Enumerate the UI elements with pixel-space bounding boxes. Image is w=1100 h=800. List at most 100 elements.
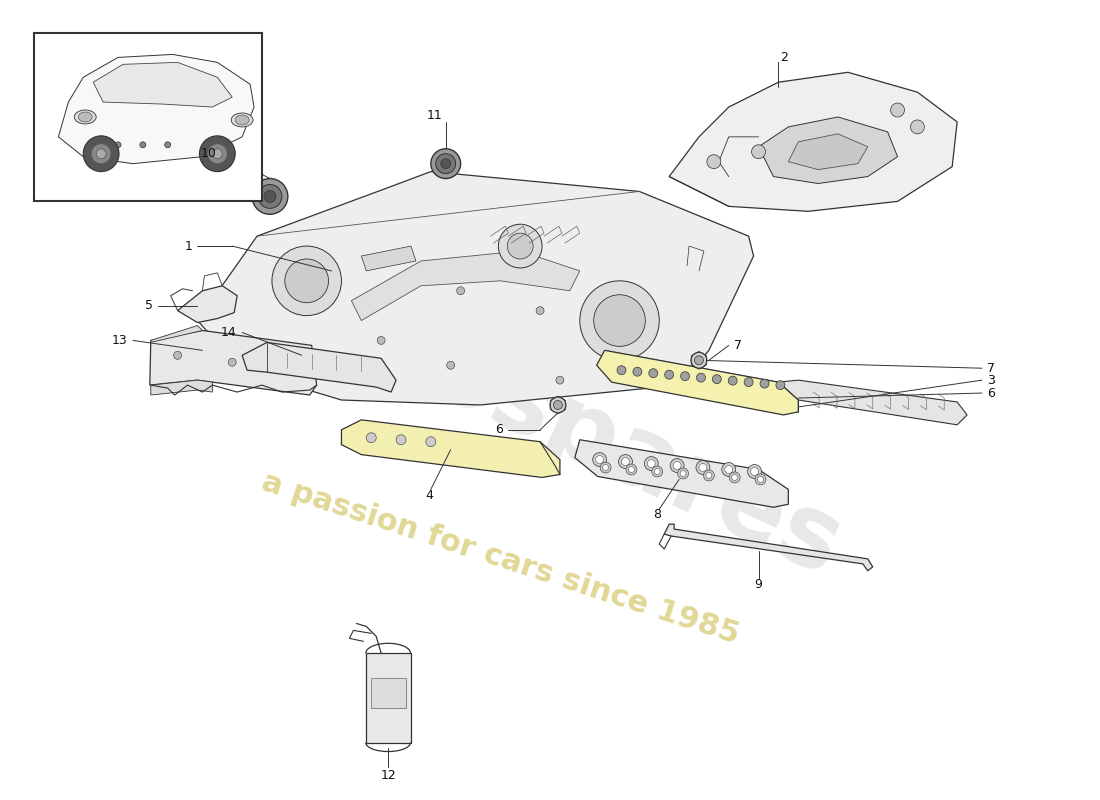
Circle shape [212, 149, 222, 158]
Circle shape [713, 374, 722, 384]
Circle shape [673, 462, 681, 470]
Polygon shape [242, 342, 396, 392]
Text: 13: 13 [111, 334, 126, 347]
Circle shape [891, 103, 904, 117]
Polygon shape [372, 678, 406, 708]
Circle shape [436, 154, 455, 174]
Text: eurospares: eurospares [243, 242, 857, 598]
Polygon shape [198, 171, 754, 405]
Circle shape [732, 474, 738, 481]
Circle shape [272, 246, 341, 315]
Circle shape [264, 190, 276, 202]
Circle shape [140, 142, 146, 148]
Polygon shape [366, 654, 411, 742]
Circle shape [596, 456, 604, 463]
Polygon shape [575, 440, 789, 507]
Polygon shape [177, 286, 238, 322]
Circle shape [553, 401, 562, 410]
Circle shape [91, 144, 111, 164]
Circle shape [698, 463, 707, 471]
Text: 1: 1 [185, 239, 192, 253]
Polygon shape [58, 54, 254, 164]
Circle shape [750, 467, 759, 475]
Circle shape [706, 473, 712, 478]
Text: 6: 6 [987, 386, 994, 399]
Circle shape [366, 433, 376, 442]
Polygon shape [151, 380, 212, 395]
Circle shape [647, 459, 656, 467]
Polygon shape [789, 134, 868, 170]
Text: 5: 5 [145, 299, 153, 312]
Circle shape [748, 465, 761, 478]
Circle shape [601, 462, 612, 473]
Circle shape [681, 372, 690, 381]
Circle shape [696, 461, 710, 474]
Text: 7: 7 [987, 362, 994, 374]
Polygon shape [151, 326, 202, 342]
Circle shape [507, 233, 534, 259]
Circle shape [536, 306, 544, 314]
Circle shape [456, 286, 464, 294]
Circle shape [426, 437, 436, 446]
Text: 8: 8 [653, 508, 661, 521]
Circle shape [396, 434, 406, 445]
Text: 3: 3 [987, 374, 994, 386]
Polygon shape [664, 524, 872, 571]
Circle shape [618, 454, 632, 469]
Circle shape [550, 397, 565, 413]
Polygon shape [361, 246, 416, 271]
Circle shape [744, 378, 754, 386]
Polygon shape [351, 251, 580, 321]
Circle shape [208, 144, 228, 164]
Circle shape [680, 470, 686, 477]
Circle shape [84, 136, 119, 171]
Circle shape [755, 474, 766, 485]
Text: 14: 14 [220, 326, 236, 339]
Circle shape [911, 120, 924, 134]
Ellipse shape [235, 115, 249, 125]
Circle shape [645, 457, 658, 470]
Circle shape [751, 145, 766, 158]
Text: 12: 12 [381, 769, 396, 782]
Circle shape [116, 142, 121, 148]
Text: 6: 6 [495, 423, 504, 436]
Text: 7: 7 [734, 339, 741, 352]
Circle shape [760, 379, 769, 388]
Circle shape [729, 472, 740, 483]
Circle shape [628, 466, 635, 473]
Circle shape [431, 149, 461, 178]
Circle shape [593, 453, 606, 466]
Circle shape [728, 376, 737, 385]
Circle shape [252, 178, 288, 214]
Circle shape [626, 464, 637, 475]
Ellipse shape [75, 110, 96, 124]
Text: 10: 10 [200, 147, 217, 160]
Circle shape [649, 369, 658, 378]
Circle shape [498, 224, 542, 268]
Circle shape [694, 356, 703, 365]
Text: a passion for cars since 1985: a passion for cars since 1985 [257, 468, 743, 650]
Circle shape [722, 462, 736, 477]
Circle shape [678, 468, 689, 479]
Circle shape [632, 367, 642, 376]
Polygon shape [596, 350, 799, 415]
Circle shape [707, 154, 721, 169]
Polygon shape [150, 330, 317, 395]
Text: 9: 9 [755, 578, 762, 591]
Circle shape [229, 358, 236, 366]
Circle shape [691, 352, 707, 368]
Text: 11: 11 [427, 110, 442, 122]
Polygon shape [341, 420, 560, 478]
Text: 4: 4 [425, 489, 432, 502]
Circle shape [441, 158, 451, 169]
Circle shape [664, 370, 673, 379]
Circle shape [670, 458, 684, 473]
Circle shape [199, 136, 235, 171]
Circle shape [617, 366, 626, 374]
Circle shape [758, 477, 763, 482]
Circle shape [447, 362, 454, 370]
FancyBboxPatch shape [34, 33, 262, 202]
Text: 2: 2 [780, 51, 789, 64]
Circle shape [652, 466, 662, 477]
Polygon shape [669, 72, 957, 211]
